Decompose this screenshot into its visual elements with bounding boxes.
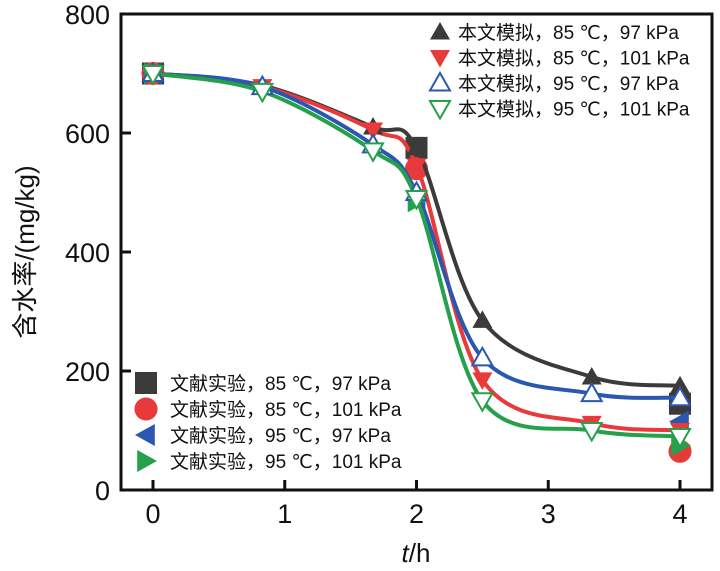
y-tick-label: 0 (95, 476, 110, 506)
data-point (470, 392, 495, 413)
legend-label: 本文模拟，95 ℃，101 kPa (458, 99, 690, 121)
legend-label: 文献实验，85 ℃，97 kPa (170, 373, 391, 395)
data-point (406, 137, 427, 156)
data-point (581, 366, 602, 385)
legend-label: 文献实验，95 ℃，97 kPa (170, 425, 391, 447)
legend-marker (428, 70, 452, 92)
x-axis-label: t/h (402, 538, 431, 568)
legend-label: 本文模拟，85 ℃，97 kPa (458, 22, 679, 44)
y-tick-label: 200 (65, 357, 110, 387)
data-point (406, 158, 427, 176)
x-tick-label: 4 (672, 499, 687, 529)
data-point (470, 345, 495, 367)
legend-label: 文献实验，95 ℃，101 kPa (170, 451, 402, 473)
data-point (141, 65, 165, 86)
legend-marker (430, 50, 450, 68)
data-point (668, 427, 692, 449)
data-point (580, 422, 604, 443)
data-point (668, 385, 692, 407)
data-point (670, 375, 690, 394)
x-tick-label: 2 (409, 499, 424, 529)
legend-marker (430, 22, 450, 40)
data-point (363, 122, 384, 141)
legend-label: 文献实验，85 ℃，101 kPa (170, 399, 402, 421)
data-point (250, 82, 275, 104)
x-tick-label: 1 (277, 499, 292, 529)
legend-label: 本文模拟，95 ℃，97 kPa (458, 73, 679, 95)
x-tick-label: 3 (541, 499, 556, 529)
data-point (404, 189, 429, 211)
y-tick-label: 800 (65, 0, 110, 30)
legend-marker (135, 424, 155, 446)
data-point (580, 381, 604, 403)
legend-marker (137, 450, 157, 472)
x-tick-label: 0 (145, 499, 160, 529)
data-point (472, 372, 493, 390)
y-axis-label: 含水率/(mg/kg) (10, 165, 40, 338)
y-tick-label: 400 (65, 238, 110, 268)
legend-marker (135, 372, 157, 394)
legend-marker (428, 100, 452, 121)
legend-marker (134, 397, 158, 421)
legend-label: 本文模拟，85 ℃，101 kPa (458, 48, 690, 70)
data-point (472, 310, 493, 328)
data-point (361, 142, 385, 163)
series-line (152, 71, 681, 400)
y-tick-label: 600 (65, 119, 110, 149)
